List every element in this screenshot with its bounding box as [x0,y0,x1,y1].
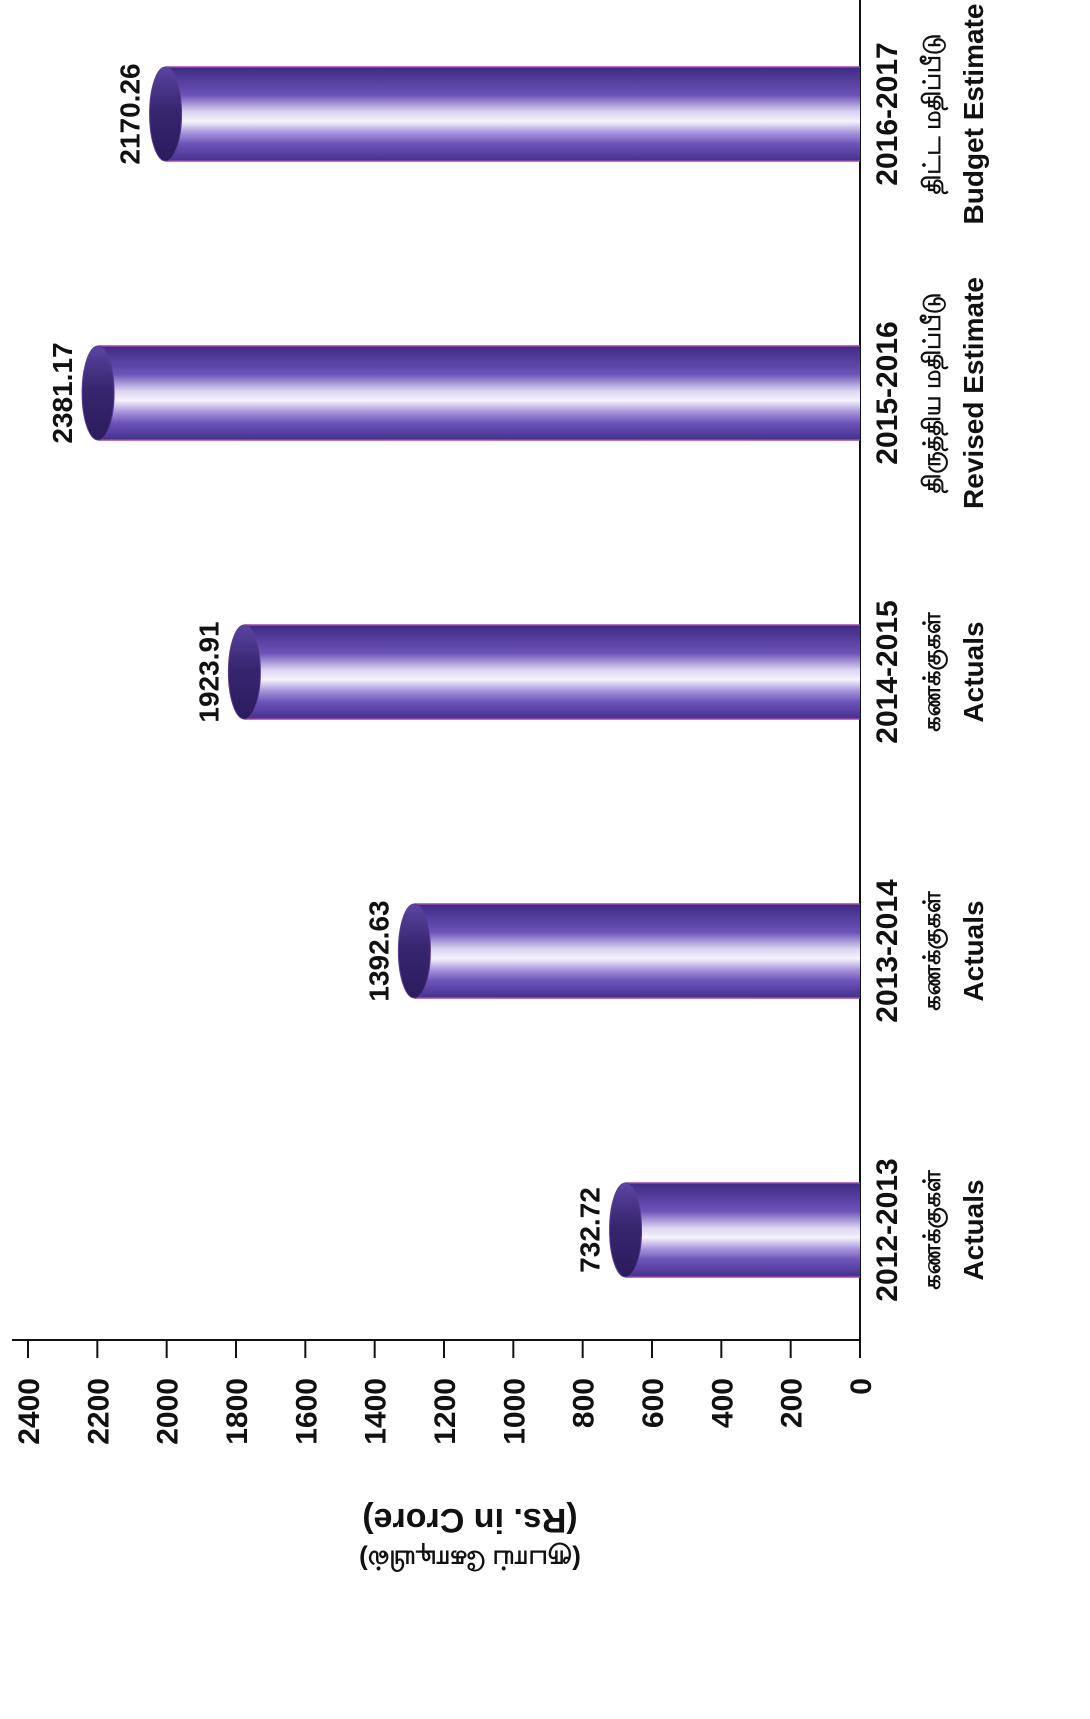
category-label-english: Actuals [958,900,989,1001]
value-label: 2170.26 [115,63,146,164]
value-label: 732.72 [575,1187,606,1273]
value-label: 1392.63 [363,900,394,1001]
category-label-tamil: கணக்குகள் [919,1170,948,1290]
category-label-english: Actuals [958,1179,989,1280]
y-tick-label: 2200 [82,1378,115,1445]
y-tick-label: 1800 [221,1378,254,1445]
y-tick-label: 400 [706,1378,739,1428]
bar-top-cap [227,624,261,720]
category-year-label: 2013-2014 [871,879,904,1023]
category-year-label: 2015-2016 [871,321,904,464]
bar-body [244,625,861,719]
bar: 1392.63 [363,900,860,1002]
bar: 2170.26 [115,63,861,165]
category-label-english: Budget Estimate [958,4,989,225]
bar-body [165,67,861,161]
y-tick-label: 1400 [360,1378,393,1445]
y-tick-label: 1600 [290,1378,323,1445]
bar-top-cap [81,345,115,441]
category-year-label: 2016-2017 [871,42,904,185]
y-tick-label: 200 [776,1378,809,1428]
y-axis-title: (Rs. in Crore) [362,1501,577,1539]
y-tick-label: 2000 [152,1378,185,1445]
bar-top-cap [149,66,183,162]
y-tick-label: 600 [637,1378,670,1428]
value-label: 2381.17 [47,342,78,443]
bars: 732.72 1392.63 1923.91 2381.17 2170.26 [47,63,861,1278]
category-label-english: Revised Estimate [958,277,989,509]
bar: 1923.91 [193,621,861,723]
category-label-tamil: கணக்குகள் [919,891,948,1011]
bar-top-cap [397,903,431,999]
category-label-tamil: திருத்திய மதிப்பீடு [919,293,949,494]
y-axis-title-tamil: (ரூபாய் கோடியில்) [359,1542,581,1575]
bar-body [625,1183,860,1277]
y-axis-ticks: 0 200 400 600 800 1000 1200 1400 1600 1800 2000 220… [13,1340,878,1445]
category-year-label: 2014-2015 [871,600,904,743]
y-tick-label: 1200 [429,1378,462,1445]
category-labels: 2012-2013 கணக்குகள் Actuals 2013-2014 கணக்கு… [871,4,989,1302]
bar: 732.72 [575,1182,860,1278]
plot-area: (Rs. in Crore) (ரூபாய் கோடியில்) 0 200 400… [12,0,989,1575]
bar: 2381.17 [47,342,860,444]
y-tick-label: 1000 [498,1378,531,1445]
bar-top-cap [609,1182,643,1278]
y-tick-label: 800 [568,1378,601,1428]
bar-body [98,346,860,440]
category-label-tamil: கணக்குகள் [919,612,948,732]
value-label: 1923.91 [193,621,224,722]
y-tick-label: 0 [845,1378,878,1395]
bar-body [414,904,860,998]
y-tick-label: 2400 [13,1378,46,1445]
category-label-tamil: திட்ட மதிப்பீடு [919,34,949,195]
category-label-english: Actuals [958,621,989,722]
category-year-label: 2012-2013 [871,1158,904,1301]
